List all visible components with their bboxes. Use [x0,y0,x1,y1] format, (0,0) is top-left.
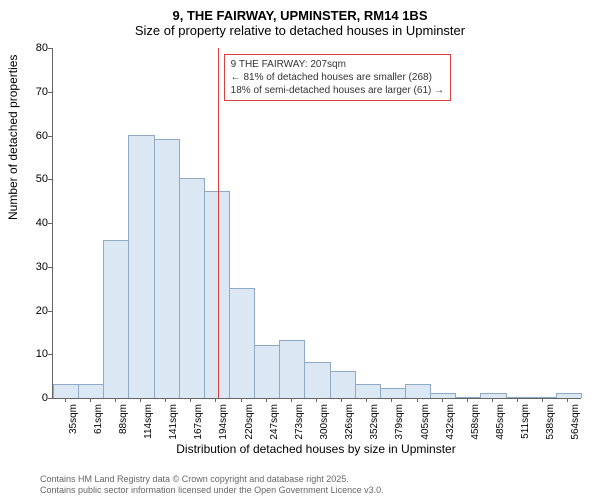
histogram-bar [556,393,582,398]
property-info-box: 9 THE FAIRWAY: 207sqm← 81% of detached h… [224,54,451,101]
chart-subtitle: Size of property relative to detached ho… [0,23,600,42]
info-line3: 18% of semi-detached houses are larger (… [231,84,444,97]
histogram-bar [480,393,506,398]
x-tick-mark [165,398,166,402]
y-tick-mark [48,179,52,180]
x-tick-label: 485sqm [495,404,506,440]
histogram-bar [53,384,79,398]
histogram-bar [154,139,180,398]
histogram-bar [455,397,481,398]
x-tick-mark [341,398,342,402]
footer-attribution: Contains HM Land Registry data © Crown c… [40,474,384,496]
chart-title: 9, THE FAIRWAY, UPMINSTER, RM14 1BS [0,0,600,23]
y-tick-mark [48,311,52,312]
histogram-bar [103,240,129,399]
histogram-bar [355,384,381,398]
histogram-bar [330,371,356,398]
footer-line1: Contains HM Land Registry data © Crown c… [40,474,384,485]
y-tick-label: 80 [8,42,48,54]
y-tick-mark [48,223,52,224]
x-tick-mark [140,398,141,402]
y-tick-mark [48,354,52,355]
y-tick-mark [48,267,52,268]
x-tick-label: 35sqm [68,404,79,434]
x-tick-label: 300sqm [319,404,330,440]
x-tick-mark [417,398,418,402]
y-tick-label: 30 [8,261,48,273]
chart-container: 9, THE FAIRWAY, UPMINSTER, RM14 1BS Size… [0,0,600,500]
histogram-bar [128,135,154,399]
histogram-bar [78,384,104,398]
x-tick-label: 538sqm [545,404,556,440]
x-tick-label: 88sqm [118,404,129,434]
x-tick-mark [190,398,191,402]
x-tick-mark [266,398,267,402]
info-line2: ← 81% of detached houses are smaller (26… [231,71,444,84]
x-tick-label: 61sqm [93,404,104,434]
x-tick-label: 220sqm [244,404,255,440]
x-tick-mark [391,398,392,402]
y-tick-label: 70 [8,86,48,98]
y-tick-mark [48,398,52,399]
x-tick-mark [467,398,468,402]
x-tick-label: 564sqm [570,404,581,440]
y-tick-label: 40 [8,217,48,229]
x-tick-label: 379sqm [394,404,405,440]
y-tick-mark [48,92,52,93]
x-tick-label: 352sqm [369,404,380,440]
y-tick-label: 0 [8,392,48,404]
histogram-bar [279,340,305,398]
property-marker-line [218,48,219,398]
x-tick-mark [241,398,242,402]
x-tick-mark [366,398,367,402]
x-tick-mark [492,398,493,402]
x-tick-mark [442,398,443,402]
x-tick-mark [542,398,543,402]
x-tick-mark [291,398,292,402]
info-line1: 9 THE FAIRWAY: 207sqm [231,58,444,71]
x-tick-mark [90,398,91,402]
histogram-bar [380,388,406,398]
x-tick-label: 511sqm [520,404,531,439]
x-tick-label: 141sqm [168,404,179,440]
histogram-bar [506,397,532,398]
y-tick-mark [48,136,52,137]
x-tick-mark [115,398,116,402]
x-tick-label: 194sqm [218,404,229,440]
x-tick-label: 273sqm [294,404,305,440]
x-tick-label: 167sqm [193,404,204,440]
histogram-bar [304,362,330,398]
x-tick-mark [567,398,568,402]
histogram-bar [254,345,280,399]
x-tick-label: 432sqm [445,404,456,440]
y-tick-mark [48,48,52,49]
x-tick-mark [215,398,216,402]
histogram-bar [430,393,456,398]
x-tick-label: 458sqm [470,404,481,440]
x-axis-label: Distribution of detached houses by size … [52,442,580,456]
y-tick-label: 20 [8,305,48,317]
y-tick-label: 60 [8,130,48,142]
x-tick-mark [517,398,518,402]
x-tick-mark [316,398,317,402]
x-tick-label: 326sqm [344,404,355,440]
plot-region: 9 THE FAIRWAY: 207sqm← 81% of detached h… [52,48,581,399]
footer-line2: Contains public sector information licen… [40,485,384,496]
x-tick-label: 405sqm [420,404,431,440]
histogram-bar [229,288,255,398]
chart-area: 9 THE FAIRWAY: 207sqm← 81% of detached h… [52,48,580,398]
histogram-bar [179,178,205,398]
x-tick-label: 114sqm [143,404,154,439]
y-tick-label: 50 [8,173,48,185]
y-tick-label: 10 [8,348,48,360]
x-tick-label: 247sqm [269,404,280,440]
histogram-bar [531,397,557,398]
x-tick-mark [65,398,66,402]
histogram-bar [405,384,431,398]
